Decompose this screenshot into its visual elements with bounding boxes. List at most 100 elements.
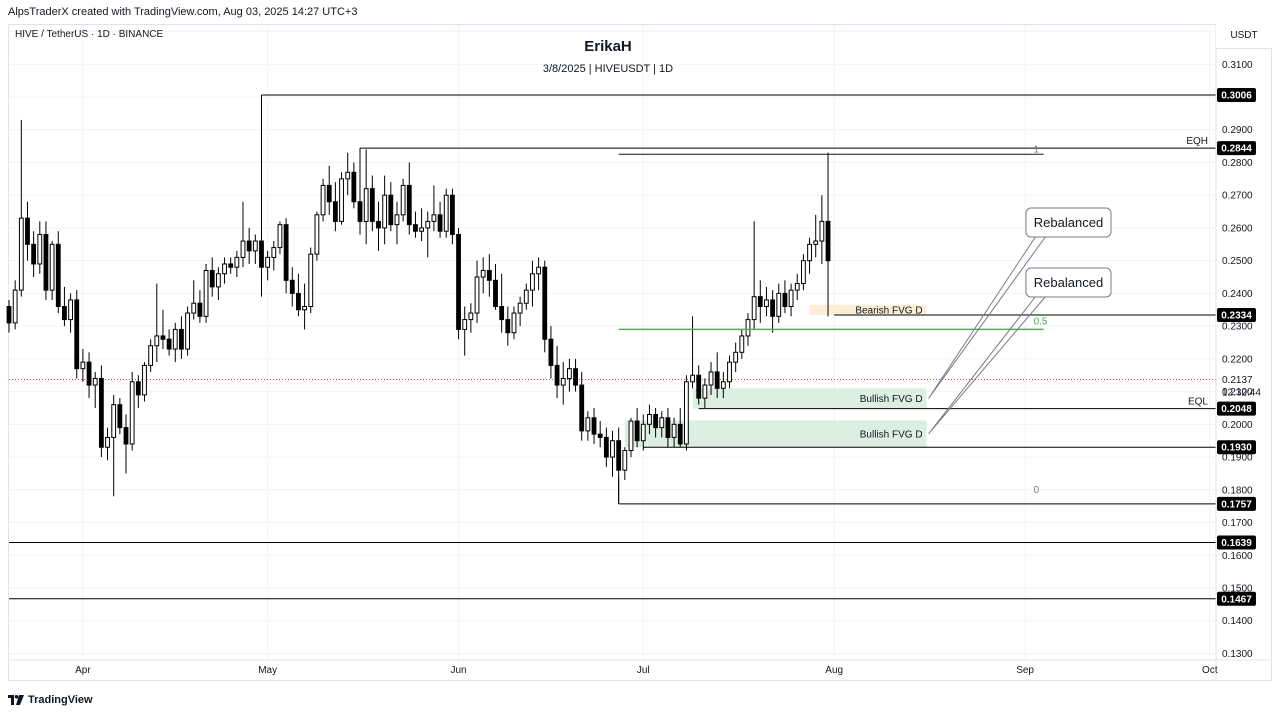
candle[interactable] — [413, 211, 418, 238]
candle[interactable] — [683, 375, 689, 451]
candle[interactable] — [579, 371, 585, 441]
candle[interactable] — [597, 421, 603, 448]
candle[interactable] — [665, 407, 671, 448]
candle[interactable] — [277, 221, 283, 255]
candle[interactable] — [764, 286, 769, 317]
candle[interactable] — [92, 371, 98, 408]
candle[interactable] — [610, 430, 615, 477]
candle[interactable] — [135, 375, 141, 408]
candle[interactable] — [339, 172, 344, 225]
candle[interactable] — [720, 371, 726, 399]
candle[interactable] — [628, 417, 634, 458]
candle[interactable] — [345, 152, 351, 196]
candle[interactable] — [800, 254, 806, 291]
candle[interactable] — [314, 211, 320, 261]
candle[interactable] — [807, 237, 812, 274]
candle[interactable] — [197, 290, 203, 323]
candle[interactable] — [468, 303, 474, 333]
candle[interactable] — [296, 273, 301, 317]
candle[interactable] — [671, 417, 677, 448]
candle[interactable] — [234, 250, 240, 278]
candle[interactable] — [449, 188, 455, 245]
candle[interactable] — [542, 260, 548, 353]
candle[interactable] — [259, 224, 264, 284]
candle[interactable] — [62, 286, 67, 327]
candle[interactable] — [499, 273, 505, 333]
candle[interactable] — [271, 241, 277, 271]
candle[interactable] — [117, 398, 123, 435]
candle[interactable] — [55, 231, 61, 314]
candle[interactable] — [369, 175, 375, 232]
candle[interactable] — [320, 178, 326, 222]
candle[interactable] — [31, 231, 37, 278]
candle[interactable] — [517, 296, 523, 327]
candle[interactable] — [474, 260, 480, 323]
candle[interactable] — [265, 250, 271, 281]
candle[interactable] — [376, 201, 381, 251]
candle[interactable] — [825, 152, 831, 317]
candle[interactable] — [776, 283, 782, 323]
candle[interactable] — [419, 208, 425, 242]
candle[interactable] — [382, 175, 388, 245]
candle[interactable] — [486, 254, 492, 297]
candle[interactable] — [160, 309, 166, 350]
fvg-zone-bullish[interactable] — [692, 388, 927, 409]
candle[interactable] — [308, 247, 314, 314]
candle[interactable] — [172, 322, 178, 363]
candle[interactable] — [351, 162, 357, 209]
candle[interactable] — [357, 162, 363, 235]
candle[interactable] — [560, 362, 566, 405]
currency-label[interactable]: USDT — [1216, 24, 1272, 49]
candle[interactable] — [228, 257, 234, 274]
candle[interactable] — [406, 162, 412, 235]
candle[interactable] — [49, 241, 55, 300]
candle[interactable] — [246, 227, 252, 264]
candle[interactable] — [591, 407, 597, 444]
candle[interactable] — [431, 185, 437, 232]
candle[interactable] — [289, 267, 295, 307]
candle[interactable] — [566, 358, 572, 392]
candle[interactable] — [505, 306, 511, 346]
candle[interactable] — [437, 201, 443, 238]
candle[interactable] — [813, 214, 819, 258]
candle[interactable] — [616, 427, 622, 503]
candle[interactable] — [733, 342, 739, 372]
candle[interactable] — [819, 195, 825, 264]
candle[interactable] — [191, 280, 197, 320]
candle[interactable] — [166, 329, 172, 356]
candle[interactable] — [425, 211, 431, 258]
candle[interactable] — [690, 316, 695, 389]
candle[interactable] — [105, 427, 110, 461]
candle[interactable] — [240, 201, 246, 268]
candle[interactable] — [708, 362, 714, 395]
candle[interactable] — [751, 221, 757, 330]
candle[interactable] — [129, 371, 135, 451]
candle[interactable] — [86, 352, 92, 399]
candle[interactable] — [12, 280, 18, 330]
candle[interactable] — [363, 149, 369, 245]
candle[interactable] — [462, 306, 468, 356]
callout-box[interactable] — [1025, 207, 1112, 238]
candle[interactable] — [154, 283, 160, 363]
candle[interactable] — [98, 365, 104, 458]
candle[interactable] — [326, 165, 332, 215]
candle[interactable] — [123, 414, 129, 474]
candle[interactable] — [794, 273, 800, 300]
candle[interactable] — [536, 257, 542, 291]
candle[interactable] — [6, 299, 12, 333]
candle[interactable] — [203, 263, 209, 323]
candle[interactable] — [647, 404, 652, 435]
candle[interactable] — [757, 280, 763, 323]
candle[interactable] — [702, 378, 708, 408]
candle[interactable] — [677, 407, 683, 448]
candle[interactable] — [714, 352, 720, 399]
fvg-zone-bearish[interactable] — [809, 304, 927, 316]
candle[interactable] — [634, 407, 640, 448]
candle[interactable] — [25, 201, 30, 261]
candle[interactable] — [148, 339, 154, 372]
candle[interactable] — [585, 411, 591, 441]
candle[interactable] — [548, 326, 554, 379]
candle[interactable] — [74, 290, 80, 379]
candle[interactable] — [68, 293, 73, 333]
